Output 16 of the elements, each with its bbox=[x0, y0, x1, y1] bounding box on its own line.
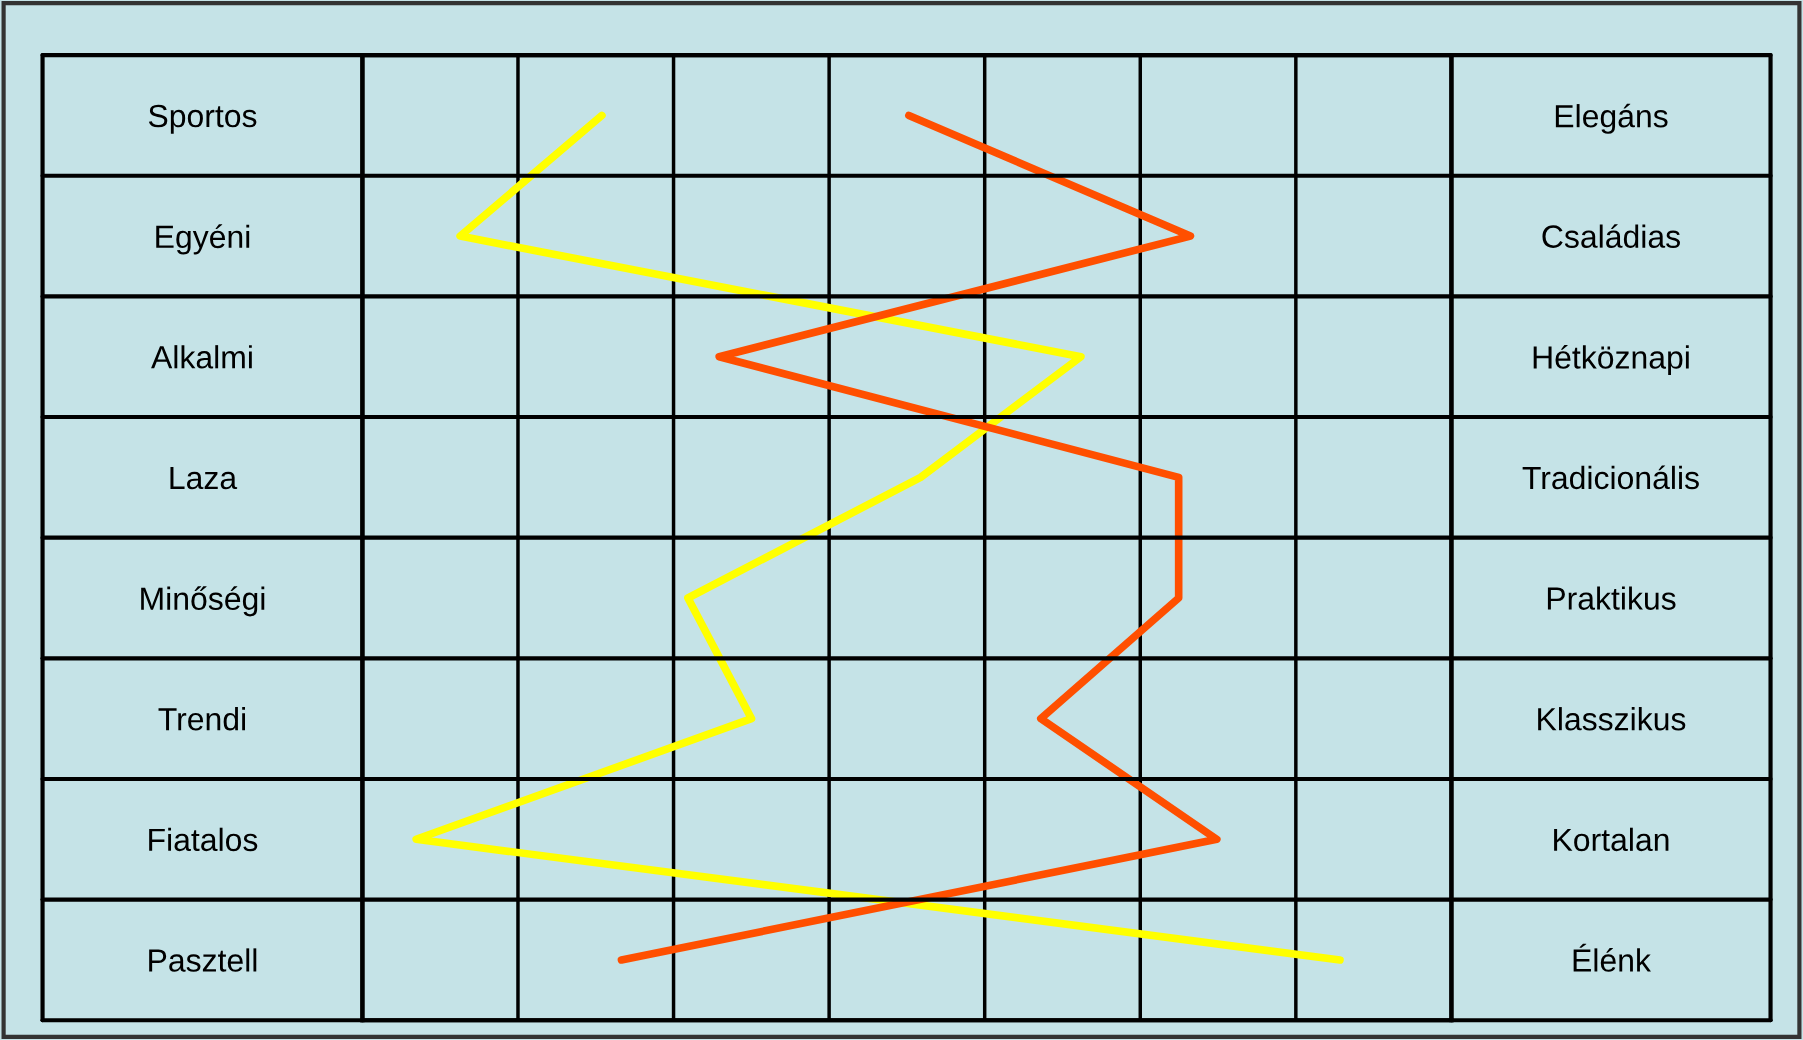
y-tick-label: Fiatalos bbox=[149, 827, 258, 852]
y-tick-label: Sportos bbox=[148, 104, 257, 134]
y-tick-label: Trendi bbox=[158, 707, 245, 731]
y2-tick-label: Praktikus bbox=[1547, 586, 1676, 610]
y-tick-label: Alkalmi bbox=[151, 345, 252, 369]
y-tick-label: Minőségi bbox=[141, 586, 265, 617]
y2-tick-label: Kortalan bbox=[1554, 827, 1669, 852]
y2-tick-label: Hétköznapi bbox=[1533, 344, 1689, 376]
y-tick-label: Pasztell bbox=[149, 948, 257, 972]
y2-tick-label: Klasszikus bbox=[1538, 707, 1686, 731]
y-tick-label: Laza bbox=[170, 466, 238, 490]
y2-tick-label: Élénk bbox=[1573, 943, 1651, 972]
y2-tick-label: Családias bbox=[1542, 224, 1680, 248]
y-tick-label: Egyéni bbox=[156, 224, 250, 255]
y2-tick-label: Elegáns bbox=[1555, 103, 1668, 134]
y2-tick-label: Tradicionális bbox=[1522, 465, 1699, 490]
